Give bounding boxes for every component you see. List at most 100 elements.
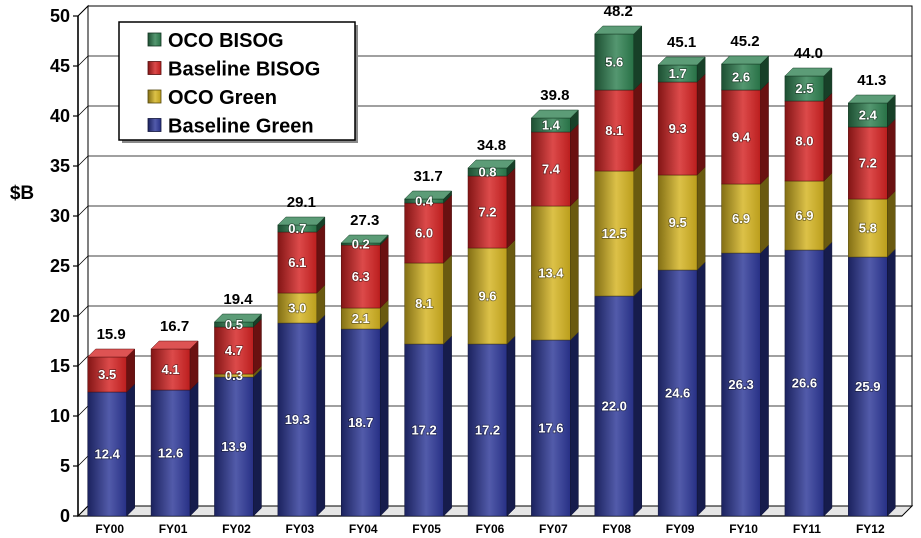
segment-label-fy05-baseline-green: 17.2 [411,423,436,438]
segment-label-fy00-baseline-bisog: 3.5 [98,367,116,382]
x-tick-label-fy11: FY11 [793,522,821,536]
y-tick-label-15: 15 [50,356,70,376]
segment-side-face [696,166,706,271]
segment-side-face [633,162,643,297]
y-tick-label-35: 35 [50,156,70,176]
segment-front-face [848,126,888,200]
bar-fy12 [847,94,896,517]
segment-front-face [404,202,444,264]
bar-fy01 [150,340,199,517]
segment-top-face [720,55,770,65]
total-label-fy04: 27.3 [350,212,379,229]
segment-side-face [506,335,516,517]
segment-side-face [443,335,452,517]
segment-fy07-oco-bisog [530,109,579,133]
gridline-wall-15 [77,355,89,367]
legend-label: Baseline Green [168,116,314,138]
bar-fy03 [277,216,326,517]
segment-side-face [316,223,326,294]
segment-fy08-oco-bisog [594,25,643,91]
segment-label-fy09-oco-bisog: 1.7 [669,66,687,81]
segment-front-face [277,292,318,324]
bar-fy02 [213,313,263,517]
segment-front-face [594,170,635,297]
segment-side-face [823,241,833,517]
segment-label-fy09-baseline-green: 24.6 [665,386,690,401]
segment-side-face [189,381,199,517]
legend-entry-baseline-green: Baseline Green [147,116,314,138]
segment-fy04-baseline-green [340,320,389,517]
segment-side-face [823,92,833,182]
segment-label-fy03-baseline-green: 19.3 [285,412,310,427]
segment-side-face [316,314,326,517]
segment-label-fy08-baseline-green: 22.0 [602,399,627,414]
total-label-fy01: 16.7 [160,318,189,335]
segment-front-face [467,247,508,345]
segment-front-face [531,131,571,207]
segment-side-face [760,175,769,254]
gridline-wall-20 [77,305,89,317]
segment-side-face [633,81,643,172]
bar-fy10 [720,55,770,517]
value-labels: 12.4 3.5 15.9 12.6 4.1 16.7 13.9 0.3 4.7 0.5 19.4 1… [94,3,887,462]
x-tick-label-fy02: FY02 [222,522,251,536]
legend-entry-baseline-bisog: Baseline BISOG [147,59,320,81]
segment-label-fy05-oco-bisog: 0.4 [415,194,434,209]
segment-top-face [594,25,643,35]
legend-swatch [147,32,162,47]
segment-label-fy12-oco-green: 5.8 [859,221,877,236]
gridline-wall-25 [77,255,89,267]
segment-top-face [530,109,579,119]
legend: OCO BISOG Baseline BISOG OCO Green Baseline… [118,21,358,143]
total-label-fy03: 29.1 [287,194,316,211]
x-tick-label-fy01: FY01 [159,522,188,536]
segment-side-face [887,118,896,200]
x-tick-label-fy08: FY08 [602,522,631,536]
segment-top-face [213,313,263,323]
segment-label-fy09-oco-green: 9.5 [669,215,687,230]
total-label-fy08: 48.2 [604,3,633,20]
segment-label-fy04-oco-bisog: 0.2 [352,237,370,252]
segment-label-fy03-oco-green: 3.0 [288,301,306,316]
bars [87,25,896,517]
segment-side-face [760,244,769,517]
segment-side-face [506,167,516,249]
segment-label-fy10-oco-green: 6.9 [732,211,750,226]
segment-front-face [784,100,825,182]
segment-fy04-oco-bisog [340,234,389,246]
segment-side-face [379,320,389,517]
y-tick-label-30: 30 [50,206,70,226]
segment-front-face [657,81,698,176]
legend-swatch [147,61,162,75]
segment-side-face [189,340,199,391]
segment-label-fy05-baseline-bisog: 6.0 [415,226,433,241]
segment-side-face [253,318,262,375]
segment-label-fy03-oco-bisog: 0.7 [288,221,306,236]
segment-label-fy02-baseline-green: 13.9 [221,439,246,454]
segment-fy11-oco-bisog [784,67,833,102]
legend-swatch [147,89,162,104]
y-tick-label-20: 20 [50,306,70,326]
y-axis: 0 5 10 15 20 25 30 35 40 45 50 [50,6,79,526]
bar-fy00 [87,348,136,517]
total-label-fy12: 41.3 [857,72,886,89]
total-label-fy02: 19.4 [223,291,253,308]
segment-label-fy05-oco-green: 8.1 [415,296,433,311]
segment-side-face [887,248,896,517]
segment-label-fy00-baseline-green: 12.4 [95,447,121,462]
segment-fy12-oco-bisog [847,94,896,128]
segment-front-face [848,102,888,128]
bar-fy08 [594,25,643,517]
total-label-fy06: 34.8 [477,137,506,154]
segment-front-face [277,322,318,517]
segment-side-face [760,81,769,185]
x-tick-label-fy05: FY05 [412,522,441,536]
segment-front-face [277,231,318,294]
segment-fy05-oco-bisog [404,190,453,204]
x-axis: FY00 FY01 FY02 FY03 FY04 FY05 FY06 FY07 FY08 FY09… [78,515,902,536]
segment-front-face [848,256,888,517]
gridline-wall-50 [77,5,89,17]
segment-front-face [150,348,191,391]
y-tick-label-40: 40 [50,106,70,126]
segment-side-face [443,254,452,345]
